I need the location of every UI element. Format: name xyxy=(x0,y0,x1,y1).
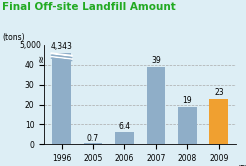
Text: 39: 39 xyxy=(151,56,161,65)
Text: 19: 19 xyxy=(183,96,192,105)
Bar xyxy=(52,53,71,144)
Text: 6.4: 6.4 xyxy=(118,122,131,131)
Text: (FY): (FY) xyxy=(237,165,246,166)
Text: 23: 23 xyxy=(214,88,224,97)
Bar xyxy=(147,67,165,144)
Bar xyxy=(115,132,134,144)
Bar xyxy=(84,143,103,144)
Text: 4,343: 4,343 xyxy=(51,42,73,51)
Text: 5,000: 5,000 xyxy=(19,41,41,50)
Bar xyxy=(209,99,228,144)
Text: Final Off-site Landfill Amount: Final Off-site Landfill Amount xyxy=(2,2,176,12)
Text: ≈: ≈ xyxy=(36,54,46,62)
Bar xyxy=(178,107,197,144)
Text: (tons): (tons) xyxy=(2,33,25,42)
Text: 0.7: 0.7 xyxy=(87,134,99,143)
